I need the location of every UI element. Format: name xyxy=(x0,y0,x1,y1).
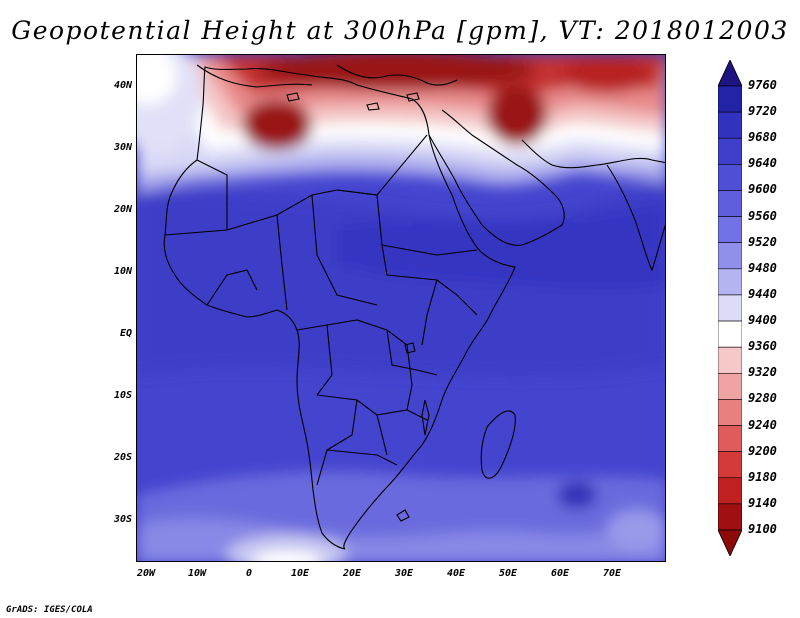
lat-label-30s: 30S xyxy=(113,514,132,525)
geopotential-field xyxy=(137,55,665,561)
colorbar-level-label: 9400 xyxy=(748,313,777,328)
lat-label-10n: 10N xyxy=(113,266,132,277)
colorbar-segment xyxy=(718,190,742,217)
colorbar-level-label: 9480 xyxy=(748,260,777,275)
lon-label-10e: 10E xyxy=(290,568,310,579)
colorbar-level-label: 9320 xyxy=(748,365,777,380)
lon-label-60e: 60E xyxy=(550,568,570,579)
colorbar-level-label: 9100 xyxy=(748,522,777,536)
colorbar-level-label: 9180 xyxy=(748,469,777,484)
lon-label-0: 0 xyxy=(245,568,253,579)
colorbar-segment xyxy=(718,85,742,113)
colorbar-level-label: 9240 xyxy=(748,417,777,432)
lon-label-50e: 50E xyxy=(498,568,518,579)
coastlines xyxy=(163,64,665,550)
lat-label-20n: 20N xyxy=(113,204,132,215)
lat-label-40n: 40N xyxy=(113,80,132,91)
colorbar-bottom-triangle xyxy=(718,529,742,556)
colorbar-segment xyxy=(718,451,742,479)
chart-title: Geopotential Height at 300hPa [gpm], VT:… xyxy=(11,16,789,45)
colorbar-segment xyxy=(718,372,742,400)
colorbar-segment xyxy=(718,477,742,505)
lon-label-10w: 10W xyxy=(187,568,207,579)
colorbar-level-label: 9600 xyxy=(748,182,777,197)
colorbar-segment xyxy=(718,111,742,139)
colorbar-segment xyxy=(718,425,742,452)
colorbar-level-label: 9280 xyxy=(748,391,777,406)
contour-fills xyxy=(137,55,665,561)
colorbar-level-label: 9680 xyxy=(748,130,777,145)
lat-label-20s: 20S xyxy=(113,452,132,463)
colorbar-segment xyxy=(718,503,742,531)
lon-label-20e: 20E xyxy=(342,568,362,579)
colorbar-level-label: 9140 xyxy=(748,495,777,510)
colorbar xyxy=(718,60,742,556)
colorbar-segment xyxy=(718,268,742,296)
colorbar-segment xyxy=(718,346,742,374)
colorbar-level-label: 9360 xyxy=(748,339,777,354)
colorbar-level-label: 9640 xyxy=(748,156,777,171)
colorbar-top-triangle xyxy=(718,60,742,87)
colorbar-segment xyxy=(718,137,742,165)
lon-label-30e: 30E xyxy=(394,568,414,579)
colorbar-level-label: 9560 xyxy=(748,208,777,223)
credit-text: GrADS: IGES/COLA xyxy=(6,605,93,615)
colorbar-level-label: 9440 xyxy=(748,286,777,301)
colorbar-segment xyxy=(718,294,742,322)
map-panel xyxy=(136,54,666,562)
colorbar-level-label: 9520 xyxy=(748,234,777,249)
lon-label-70e: 70E xyxy=(602,568,622,579)
lat-label-30n: 30N xyxy=(113,142,132,153)
colorbar-level-label: 9760 xyxy=(748,78,777,92)
lat-label-eq: EQ xyxy=(119,328,132,339)
colorbar-segment xyxy=(718,399,742,426)
colorbar-level-label: 9720 xyxy=(748,104,777,119)
lon-label-20w: 20W xyxy=(136,568,156,579)
colorbar-segment xyxy=(718,242,742,270)
colorbar-segment xyxy=(718,216,742,244)
colorbar-segment xyxy=(718,164,742,191)
colorbar-level-label: 9200 xyxy=(748,443,777,458)
lat-label-10s: 10S xyxy=(113,390,132,401)
colorbar-segment xyxy=(718,320,742,348)
lon-label-40e: 40E xyxy=(446,568,466,579)
